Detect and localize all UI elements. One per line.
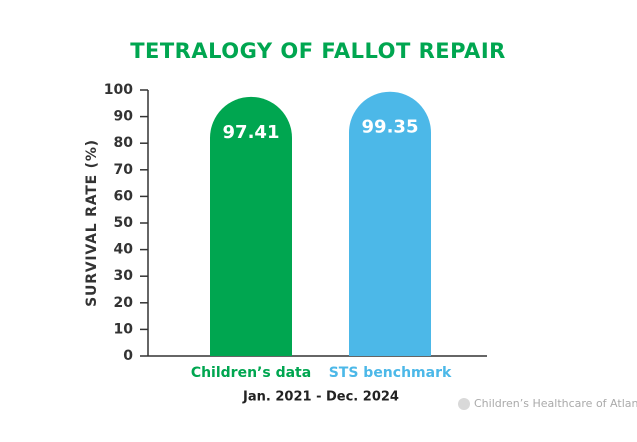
logo-icon: [458, 398, 470, 410]
y-tick-label: 30: [114, 268, 134, 284]
value-label: 97.41: [223, 122, 280, 143]
y-tick-label: 50: [114, 215, 134, 231]
x-tick-label: Children’s data: [191, 365, 311, 381]
bar: [210, 96, 292, 356]
y-axis-label: SURVIVAL RATE (%): [84, 139, 100, 307]
y-tick-label: 20: [114, 295, 134, 311]
bar: [348, 91, 431, 356]
y-tick-label: 10: [114, 321, 134, 337]
y-tick-label: 70: [114, 162, 134, 178]
x-tick-label: STS benchmark: [329, 365, 452, 381]
y-tick-label: 0: [123, 348, 133, 364]
y-tick-label: 100: [104, 82, 133, 98]
value-label: 99.35: [362, 117, 419, 138]
y-tick-label: 40: [114, 242, 134, 258]
chart-title: TETRALOGY OF FALLOT REPAIR: [130, 39, 506, 63]
y-tick-label: 60: [114, 188, 134, 204]
source: Children’s Healthcare of Atlanta: [474, 397, 637, 410]
x-axis-label: Jan. 2021 - Dec. 2024: [242, 390, 399, 405]
y-tick-label: 90: [114, 109, 134, 125]
y-tick-label: 80: [114, 135, 134, 151]
